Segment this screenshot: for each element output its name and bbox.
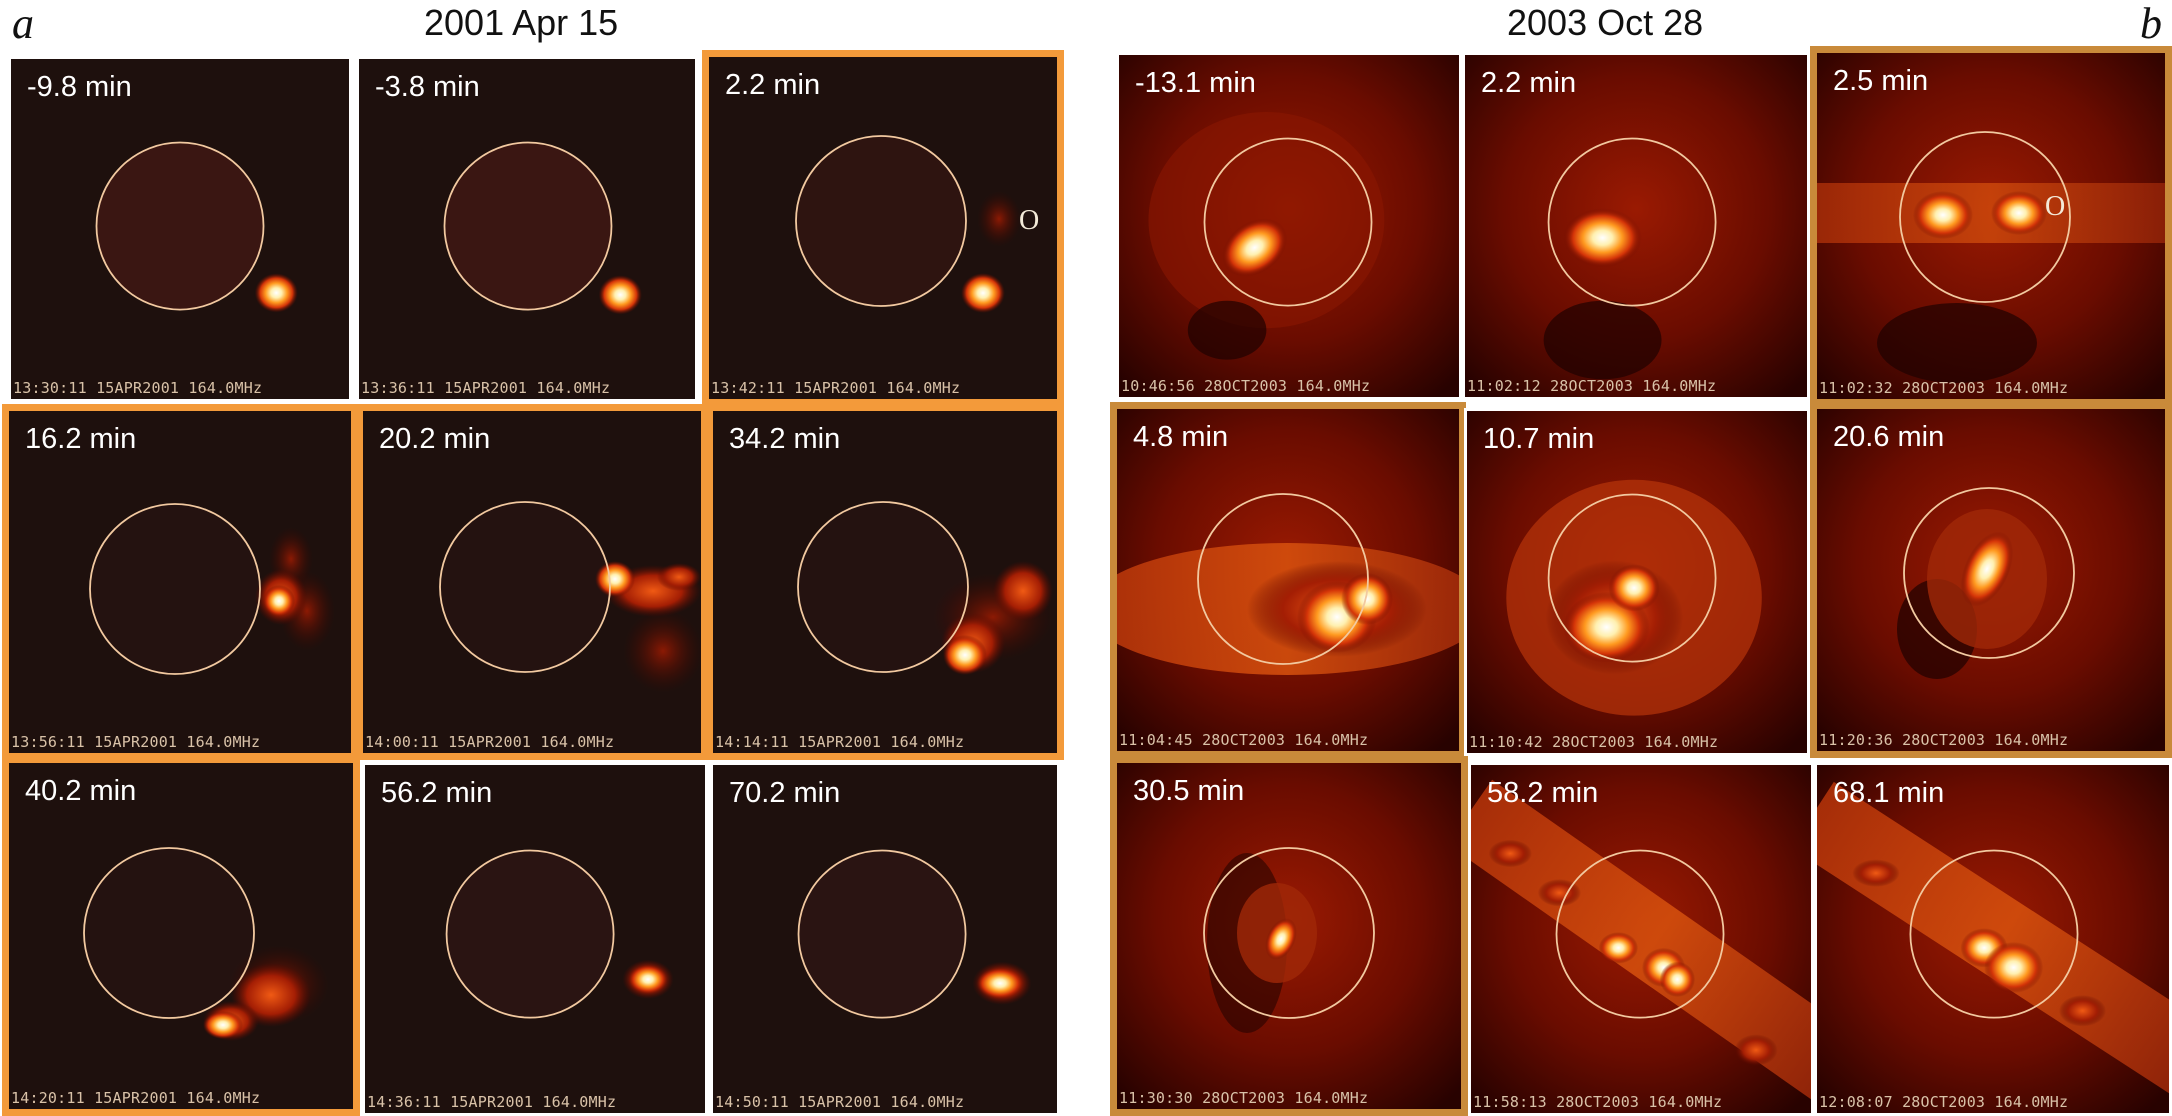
panel-a-date-title: 2001 Apr 15 <box>424 2 619 43</box>
frame-time-label: 10.7 min <box>1483 423 1595 455</box>
frame-timestamp: 13:30:11 15APR2001 164.0MHz <box>13 379 263 397</box>
frame-time-label: -13.1 min <box>1135 67 1256 99</box>
radio-image-b9: 68.1 min 12:08:07 28OCT2003 164.0MHz <box>1814 762 2172 1116</box>
frame-timestamp: 13:56:11 15APR2001 164.0MHz <box>11 733 261 751</box>
frame-timestamp: 14:36:11 15APR2001 164.0MHz <box>367 1093 617 1111</box>
frame-timestamp: 11:30:30 28OCT2003 164.0MHz <box>1119 1089 1369 1107</box>
frame-time-label: 58.2 min <box>1487 777 1599 809</box>
radio-image-b2: 2.2 min 11:02:12 28OCT2003 164.0MHz <box>1462 52 1810 400</box>
frame-time-label: 2.2 min <box>725 69 821 101</box>
panel-b-date-title: 2003 Oct 28 <box>1507 2 1704 43</box>
frame-time-label: -9.8 min <box>27 71 132 103</box>
radio-image-a6-highlighted: 34.2 min 14:14:11 15APR2001 164.0MHz <box>706 404 1064 760</box>
radio-image-b8: 58.2 min 11:58:13 28OCT2003 164.0MHz <box>1468 762 1814 1116</box>
frame-time-label: -3.8 min <box>375 71 480 103</box>
frame-timestamp: 11:20:36 28OCT2003 164.0MHz <box>1819 731 2069 749</box>
radio-image-b7-highlighted: 30.5 min 11:30:30 28OCT2003 164.0MHz <box>1110 756 1468 1116</box>
frame-timestamp: 11:04:45 28OCT2003 164.0MHz <box>1119 731 1369 749</box>
radio-image-a9: 70.2 min 14:50:11 15APR2001 164.0MHz <box>710 762 1060 1116</box>
frame-time-label: 20.2 min <box>379 423 491 455</box>
frame-time-label: 30.5 min <box>1133 775 1245 807</box>
radio-image-a8: 56.2 min 14:36:11 15APR2001 164.0MHz <box>362 762 708 1116</box>
frame-timestamp: 11:58:13 28OCT2003 164.0MHz <box>1473 1093 1723 1111</box>
radio-image-a1: -9.8 min 13:30:11 15APR2001 164.0MHz <box>8 56 352 402</box>
frame-time-label: 56.2 min <box>381 777 493 809</box>
frame-time-label: 20.6 min <box>1833 421 1945 453</box>
radio-image-a7-highlighted: 40.2 min 14:20:11 15APR2001 164.0MHz <box>2 756 360 1116</box>
radio-image-b4-highlighted: 4.8 min 11:04:45 28OCT2003 164.0MHz <box>1110 402 1466 758</box>
frame-timestamp: 14:14:11 15APR2001 164.0MHz <box>715 733 965 751</box>
frame-time-label: 40.2 min <box>25 775 137 807</box>
frame-time-label: 2.2 min <box>1481 67 1577 99</box>
radio-image-b5: 10.7 min 11:10:42 28OCT2003 164.0MHz <box>1464 408 1810 756</box>
frame-timestamp: 11:02:12 28OCT2003 164.0MHz <box>1467 377 1717 395</box>
frame-time-label: 70.2 min <box>729 777 841 809</box>
shock-marker: O <box>2045 191 2066 222</box>
radio-image-b3-highlighted: 2.5 min O 11:02:32 28OCT2003 164.0MHz <box>1810 46 2172 406</box>
frame-time-label: 68.1 min <box>1833 777 1945 809</box>
radio-image-b1: -13.1 min 10:46:56 28OCT2003 164.0MHz <box>1116 52 1462 400</box>
frame-time-label: 34.2 min <box>729 423 841 455</box>
frame-timestamp: 13:36:11 15APR2001 164.0MHz <box>361 379 611 397</box>
radio-image-a2: -3.8 min 13:36:11 15APR2001 164.0MHz <box>356 56 698 402</box>
frame-timestamp: 14:50:11 15APR2001 164.0MHz <box>715 1093 965 1111</box>
frame-time-label: 2.5 min <box>1833 65 1929 97</box>
shock-marker: O <box>1019 205 1040 236</box>
panel-b-letter: b <box>2140 0 2162 48</box>
radio-image-a4-highlighted: 16.2 min 13:56:11 15APR2001 164.0MHz <box>2 404 358 760</box>
radio-image-a5-highlighted: 20.2 min 14:00:11 15APR2001 164.0MHz <box>356 404 708 760</box>
frame-timestamp: 12:08:07 28OCT2003 164.0MHz <box>1819 1093 2069 1111</box>
frame-time-label: 16.2 min <box>25 423 137 455</box>
panel-divider <box>1085 0 1113 1116</box>
frame-timestamp: 13:42:11 15APR2001 164.0MHz <box>711 379 961 397</box>
frame-timestamp: 11:02:32 28OCT2003 164.0MHz <box>1819 379 2069 397</box>
frame-timestamp: 10:46:56 28OCT2003 164.0MHz <box>1121 377 1371 395</box>
frame-timestamp: 11:10:42 28OCT2003 164.0MHz <box>1469 733 1719 751</box>
frame-timestamp: 14:00:11 15APR2001 164.0MHz <box>365 733 615 751</box>
panel-a-letter: a <box>12 0 34 48</box>
radio-image-a3-highlighted: 2.2 min O 13:42:11 15APR2001 164.0MHz <box>702 50 1064 406</box>
radio-image-b6-highlighted: 20.6 min 11:20:36 28OCT2003 164.0MHz <box>1810 402 2172 758</box>
frame-timestamp: 14:20:11 15APR2001 164.0MHz <box>11 1089 261 1107</box>
frame-time-label: 4.8 min <box>1133 421 1229 453</box>
